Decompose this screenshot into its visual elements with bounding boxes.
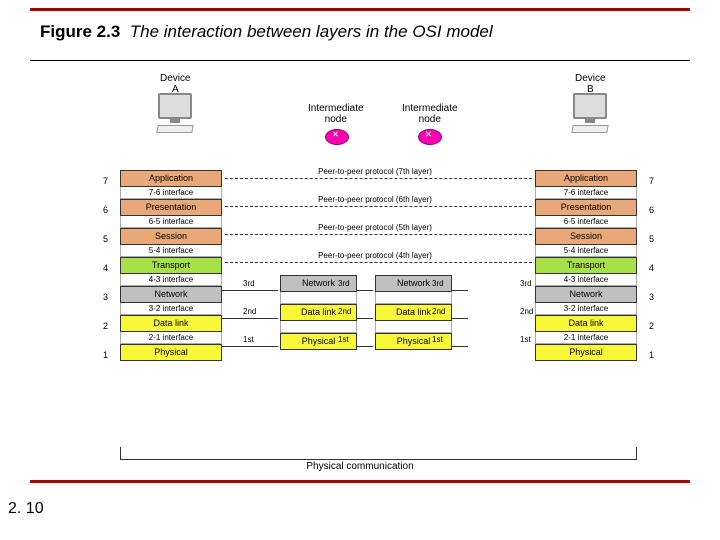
layer-application: 7Application bbox=[535, 170, 637, 187]
layer-data-link: 2Data link bbox=[535, 315, 637, 332]
interface-label: 2-1 interface bbox=[535, 332, 637, 344]
hop-line bbox=[357, 346, 373, 347]
layer-physical: 1Physical bbox=[535, 344, 637, 361]
interface-label: 3-2 interface bbox=[535, 303, 637, 315]
layer-transport: 4Transport bbox=[120, 257, 222, 274]
interface-label: 4-3 interface bbox=[120, 274, 222, 286]
hop-line bbox=[357, 290, 373, 291]
interface-label: 7-6 interface bbox=[535, 187, 637, 199]
hop-label: 2nd bbox=[432, 307, 445, 316]
hop-label: 2nd bbox=[243, 307, 256, 316]
interface-label: 5-4 interface bbox=[120, 245, 222, 257]
hop-line bbox=[222, 290, 278, 291]
page-number: 2. 10 bbox=[8, 500, 44, 518]
layer-session: 5Session bbox=[535, 228, 637, 245]
layer-data-link: 2Data link bbox=[120, 315, 222, 332]
peer-arrow bbox=[225, 262, 532, 263]
hop-line bbox=[452, 346, 468, 347]
top-rule bbox=[30, 8, 690, 11]
interface-spacer bbox=[280, 321, 357, 333]
device-a-label: DeviceA bbox=[160, 73, 191, 95]
figure-number: Figure 2.3 bbox=[40, 22, 120, 41]
stack-device-b: 7Application7-6 interface6Presentation6-… bbox=[535, 170, 637, 361]
stack-device-a: 7Application7-6 interface6Presentation6-… bbox=[120, 170, 222, 361]
hop-line bbox=[222, 318, 278, 319]
hop-label: 1st bbox=[520, 335, 531, 344]
mid-rule bbox=[30, 60, 690, 61]
layer-presentation: 6Presentation bbox=[535, 199, 637, 216]
hop-label: 1st bbox=[432, 335, 443, 344]
peer-label: Peer-to-peer protocol (4th layer) bbox=[245, 251, 505, 260]
layer-presentation: 6Presentation bbox=[120, 199, 222, 216]
hop-label: 3rd bbox=[432, 279, 444, 288]
interface-label: 7-6 interface bbox=[120, 187, 222, 199]
layer-network: 3Network bbox=[535, 286, 637, 303]
physical-communication-label: Physical communication bbox=[60, 461, 660, 472]
layer-network: 3Network bbox=[120, 286, 222, 303]
interface-label: 5-4 interface bbox=[535, 245, 637, 257]
peer-arrow bbox=[225, 206, 532, 207]
layer-physical: 1Physical bbox=[120, 344, 222, 361]
hop-line bbox=[452, 290, 468, 291]
interface-label: 2-1 interface bbox=[120, 332, 222, 344]
interface-label: 4-3 interface bbox=[535, 274, 637, 286]
layer-session: 5Session bbox=[120, 228, 222, 245]
layer-application: 7Application bbox=[120, 170, 222, 187]
hop-line bbox=[452, 318, 468, 319]
interface-spacer bbox=[280, 292, 357, 304]
peer-arrow bbox=[225, 234, 532, 235]
hop-line bbox=[222, 346, 278, 347]
figure-caption: The interaction between layers in the OS… bbox=[130, 22, 493, 41]
node1-label: Intermediatenode bbox=[308, 103, 364, 125]
hop-label: 1st bbox=[243, 335, 254, 344]
router2-icon bbox=[418, 129, 442, 145]
bottom-rule bbox=[30, 480, 690, 483]
hop-label: 3rd bbox=[338, 279, 350, 288]
router1-icon bbox=[325, 129, 349, 145]
figure-title: Figure 2.3 The interaction between layer… bbox=[40, 22, 493, 42]
peer-label: Peer-to-peer protocol (5th layer) bbox=[245, 223, 505, 232]
node2-label: Intermediatenode bbox=[402, 103, 458, 125]
hop-label: 3rd bbox=[520, 279, 532, 288]
computer-a-icon bbox=[150, 93, 200, 133]
layer-transport: 4Transport bbox=[535, 257, 637, 274]
hop-label: 1st bbox=[338, 335, 349, 344]
interface-label: 3-2 interface bbox=[120, 303, 222, 315]
hop-label: 2nd bbox=[520, 307, 533, 316]
interface-label: 6-5 interface bbox=[535, 216, 637, 228]
peer-label: Peer-to-peer protocol (6th layer) bbox=[245, 195, 505, 204]
interface-spacer bbox=[375, 292, 452, 304]
hop-label: 2nd bbox=[338, 307, 351, 316]
physical-link bbox=[120, 447, 637, 460]
hop-label: 3rd bbox=[243, 279, 255, 288]
computer-b-icon bbox=[565, 93, 615, 133]
osi-diagram: DeviceA DeviceB Intermediatenode Interme… bbox=[60, 75, 660, 475]
device-b-label: DeviceB bbox=[575, 73, 606, 95]
interface-label: 6-5 interface bbox=[120, 216, 222, 228]
peer-arrow bbox=[225, 178, 532, 179]
peer-label: Peer-to-peer protocol (7th layer) bbox=[245, 167, 505, 176]
interface-spacer bbox=[375, 321, 452, 333]
hop-line bbox=[357, 318, 373, 319]
